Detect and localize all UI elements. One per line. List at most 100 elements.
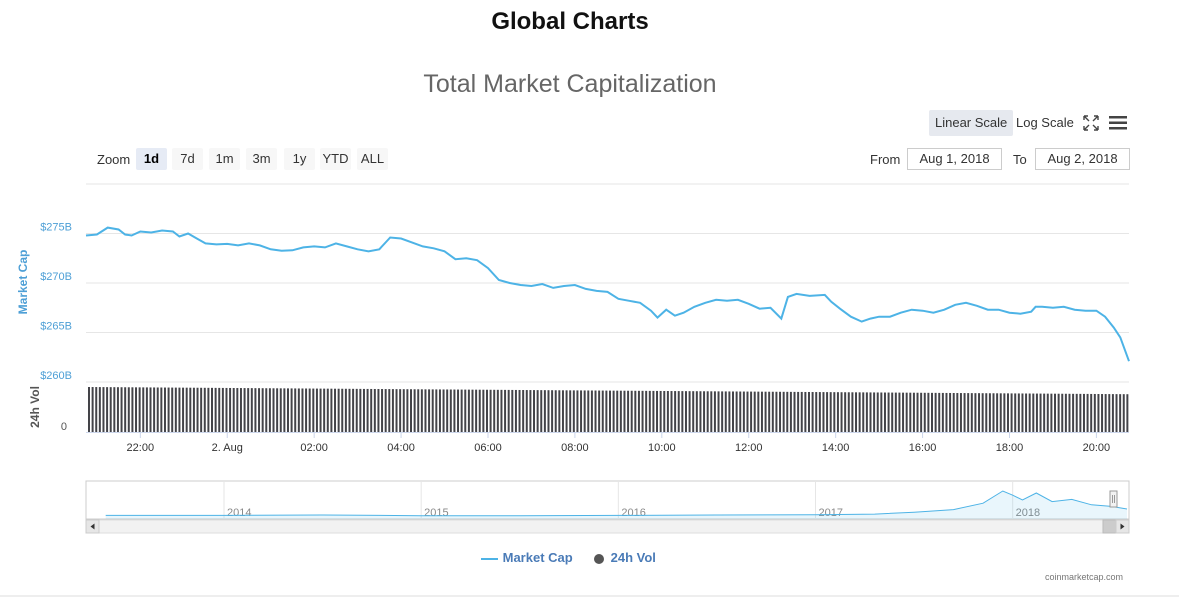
volume-bar <box>348 388 351 432</box>
volume-bar <box>156 387 159 432</box>
volume-bar <box>504 389 507 432</box>
volume-bar <box>435 389 438 432</box>
volume-bar <box>1028 393 1031 432</box>
volume-bar <box>88 387 90 432</box>
volume-bar <box>590 390 593 432</box>
volume-bar <box>1061 393 1064 432</box>
volume-bar <box>713 391 716 432</box>
volume-bar <box>851 392 854 432</box>
volume-bar <box>359 388 362 432</box>
zoom-7d-button[interactable]: 7d <box>172 148 203 170</box>
volume-bar <box>330 388 333 432</box>
zoom-1y-button[interactable]: 1y <box>284 148 315 170</box>
volume-bar <box>221 387 224 432</box>
volume-bar <box>171 387 174 432</box>
log-scale-button[interactable]: Log Scale <box>1016 115 1074 130</box>
volume-bar <box>569 390 572 432</box>
x-tick-label: 2. Aug <box>212 442 243 454</box>
chart-grid <box>86 183 1129 383</box>
zoom-1m-button[interactable]: 1m <box>209 148 240 170</box>
navigator-line <box>105 490 1128 517</box>
credit-link[interactable]: coinmarketcap.com <box>1045 572 1124 582</box>
volume-bar <box>1043 393 1046 432</box>
volume-bar <box>887 392 890 432</box>
zoom-all-button[interactable]: ALL <box>357 148 388 170</box>
volume-bar <box>153 387 156 432</box>
volume-bar <box>728 391 731 432</box>
volume-bar <box>699 391 702 432</box>
volume-bar <box>945 392 948 432</box>
menu-icon[interactable] <box>1108 113 1128 133</box>
volume-bar <box>670 391 673 432</box>
volume-bar <box>800 391 803 432</box>
volume-bar <box>185 387 188 432</box>
volume-bar <box>102 387 105 432</box>
volume-bar <box>576 390 579 432</box>
volume-bar <box>438 389 441 432</box>
volume-bar <box>522 390 525 432</box>
scrollbar-track[interactable] <box>85 519 1130 534</box>
scroll-right-icon <box>1120 523 1125 530</box>
volume-bar <box>656 390 659 432</box>
zoom-1d-button[interactable]: 1d <box>136 148 167 170</box>
volume-bar <box>757 391 760 432</box>
volume-bar <box>196 387 199 432</box>
to-date-input[interactable]: Aug 2, 2018 <box>1035 148 1130 170</box>
volume-bar <box>388 389 391 432</box>
volume-bar <box>297 388 300 432</box>
volume-bar <box>833 392 836 432</box>
volume-bar <box>775 391 778 432</box>
volume-bar <box>453 389 456 432</box>
volume-bar <box>377 389 380 432</box>
volume-bar <box>525 390 528 432</box>
volume-bar <box>941 392 944 432</box>
volume-bar <box>334 388 337 432</box>
volume-bar <box>174 387 177 432</box>
volume-bar <box>652 390 655 432</box>
y-axis-ticks: $260B $265B $270B $275B <box>40 222 72 383</box>
fullscreen-icon[interactable] <box>1081 113 1101 133</box>
volume-bar <box>931 392 933 432</box>
volume-bar <box>106 387 109 432</box>
volume-bar <box>446 389 449 432</box>
zoom-3m-button[interactable]: 3m <box>246 148 277 170</box>
volume-bar <box>417 389 420 432</box>
volume-bar <box>703 391 706 432</box>
volume-bar <box>988 393 991 432</box>
volume-bar <box>514 389 517 432</box>
zoom-ytd-button[interactable]: YTD <box>320 148 351 170</box>
from-date-input[interactable]: Aug 1, 2018 <box>907 148 1002 170</box>
volume-bar <box>580 390 583 432</box>
volume-bar <box>1115 394 1118 432</box>
volume-bar <box>898 392 901 432</box>
volume-bar <box>203 387 206 432</box>
volume-bar <box>959 393 962 432</box>
volume-bar <box>547 390 550 432</box>
volume-bar <box>145 387 148 432</box>
volume-bar <box>229 387 232 432</box>
volume-bar <box>844 392 847 432</box>
y-tick-label: $270B <box>40 271 72 283</box>
linear-scale-button[interactable]: Linear Scale <box>929 110 1014 136</box>
volume-bar <box>876 392 879 432</box>
navigator-handle[interactable] <box>1109 490 1118 508</box>
volume-bar <box>565 390 568 432</box>
navigator-frame <box>85 480 1130 520</box>
volume-bar <box>290 388 293 432</box>
volume-bar <box>717 391 720 432</box>
legend-volume[interactable]: 24h Vol <box>593 549 656 567</box>
volume-bar <box>739 391 742 432</box>
volume-bar <box>124 387 127 432</box>
volume-bar <box>120 387 123 432</box>
volume-bar <box>688 391 691 432</box>
volume-bar <box>167 387 170 432</box>
volume-bar <box>829 392 832 432</box>
x-tick-label: 16:00 <box>909 442 937 454</box>
volume-bar <box>420 389 423 432</box>
scrollbar-thumb[interactable] <box>1102 519 1117 534</box>
volume-bar <box>760 391 763 432</box>
legend-market-cap[interactable]: Market Cap <box>481 549 573 567</box>
volume-bar <box>399 389 402 432</box>
volume-bar <box>511 389 514 432</box>
